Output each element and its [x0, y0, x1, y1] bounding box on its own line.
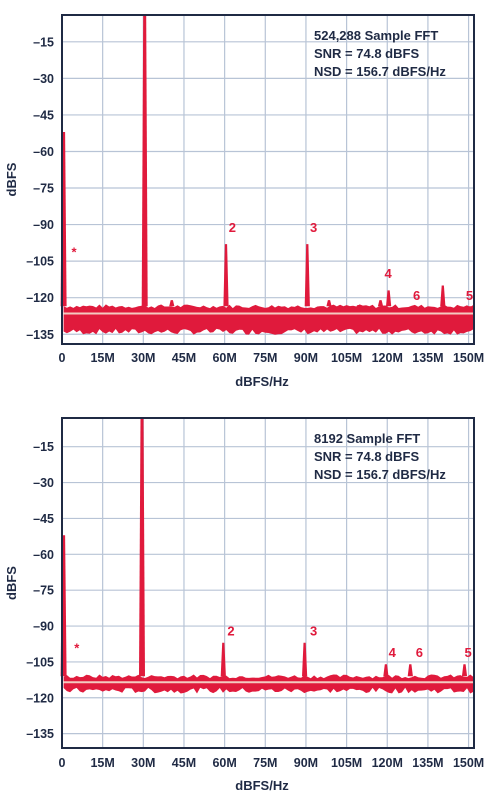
x-tick-label: 0	[59, 351, 66, 365]
plot-frame	[61, 417, 475, 749]
x-tick-label: 45M	[172, 756, 196, 770]
chart-1: –15 –30 –45 –60 –75 –90 –105 –120 –135 0 15M 30M 45M…	[4, 14, 484, 389]
spectral-peak	[407, 664, 413, 677]
spectral-peak	[220, 642, 226, 677]
spectral-peak	[461, 664, 468, 677]
y-axis-label: dBFS	[4, 162, 19, 196]
spectral-peak	[169, 300, 175, 307]
y-tick-label: –45	[33, 108, 54, 122]
spectral-peak	[356, 305, 362, 307]
noise-band	[63, 674, 474, 694]
x-tick-label: 30M	[131, 351, 155, 365]
spectral-peak	[410, 306, 416, 308]
harmonic-label: *	[74, 640, 80, 655]
x-tick-label: 90M	[294, 351, 318, 365]
spectral-peak	[386, 290, 392, 307]
x-tick-label: 135M	[412, 351, 443, 365]
x-tick-label: 105M	[331, 351, 362, 365]
x-axis-label: dBFS/Hz	[235, 778, 289, 793]
y-tick-label: –30	[33, 72, 54, 86]
spectral-peak	[302, 642, 308, 677]
noise-band	[63, 304, 474, 335]
x-tick-label: 15M	[90, 756, 114, 770]
harmonic-label: 2	[227, 624, 234, 639]
x-tick-label: 135M	[412, 756, 443, 770]
y-tick-label: –90	[33, 218, 54, 232]
harmonic-label: 6	[413, 288, 420, 303]
x-tick-label: 75M	[253, 756, 277, 770]
y-tick-label: –15	[33, 440, 54, 454]
annotation-line: NSD = 156.7 dBFS/Hz	[314, 467, 446, 482]
harmonic-label: 2	[229, 220, 236, 235]
x-tick-label: 15M	[90, 351, 114, 365]
chart-2: –15 –30 –45 –60 –75 –90 –105 –120 –135 0 15M 30M 45M…	[4, 417, 484, 793]
x-tick-label: 150M	[453, 351, 484, 365]
harmonic-label: 5	[466, 288, 473, 303]
spectral-peak	[467, 306, 473, 308]
spectral-peak	[440, 285, 446, 307]
x-axis-label: dBFS/Hz	[235, 374, 289, 389]
y-axis-label: dBFS	[4, 566, 19, 600]
x-tick-label: 75M	[253, 351, 277, 365]
annotation-line: SNR = 74.8 dBFS	[314, 46, 419, 61]
x-tick-label: 120M	[372, 351, 403, 365]
spectral-peak	[304, 244, 310, 307]
x-tick-label: 90M	[294, 756, 318, 770]
x-tick-label: 45M	[172, 351, 196, 365]
x-tick-label: 60M	[212, 756, 236, 770]
y-tick-label: –120	[26, 291, 54, 305]
harmonic-label: *	[71, 244, 77, 259]
y-tick-label: –30	[33, 476, 54, 490]
x-tick-label: 30M	[131, 756, 155, 770]
x-tick-label: 0	[59, 756, 66, 770]
y-tick-label: –135	[26, 727, 54, 741]
plot-frame	[61, 14, 475, 345]
spectral-peak	[326, 300, 332, 307]
spectral-peak	[141, 15, 148, 307]
annotation-line: SNR = 74.8 dBFS	[314, 449, 419, 464]
y-tick-label: –60	[33, 548, 54, 562]
annotation-line: 524,288 Sample FFT	[314, 28, 438, 43]
harmonic-label: 3	[310, 624, 317, 639]
y-tick-label: –105	[26, 255, 54, 269]
harmonic-label: 6	[416, 645, 423, 660]
annotation-line: 8192 Sample FFT	[314, 431, 420, 446]
y-tick-label: –135	[26, 328, 54, 342]
y-tick-label: –60	[33, 145, 54, 159]
x-tick-label: 60M	[212, 351, 236, 365]
y-tick-label: –75	[33, 182, 54, 196]
spectral-peak	[377, 300, 384, 307]
y-tick-label: –120	[26, 691, 54, 705]
y-tick-label: –105	[26, 655, 54, 669]
harmonic-label: 3	[310, 220, 317, 235]
y-tick-label: –90	[33, 620, 54, 634]
x-tick-label: 150M	[453, 756, 484, 770]
y-tick-label: –75	[33, 584, 54, 598]
x-tick-label: 105M	[331, 756, 362, 770]
spectral-peak	[223, 244, 229, 307]
x-tick-label: 120M	[372, 756, 403, 770]
y-tick-label: –45	[33, 512, 54, 526]
harmonic-label: 4	[389, 645, 397, 660]
annotation-line: NSD = 156.7 dBFS/Hz	[314, 64, 446, 79]
harmonic-label: 5	[465, 645, 472, 660]
spectral-peak	[383, 664, 389, 677]
harmonic-label: 4	[385, 266, 393, 281]
y-tick-label: –15	[33, 35, 54, 49]
spectral-peak	[139, 418, 145, 677]
